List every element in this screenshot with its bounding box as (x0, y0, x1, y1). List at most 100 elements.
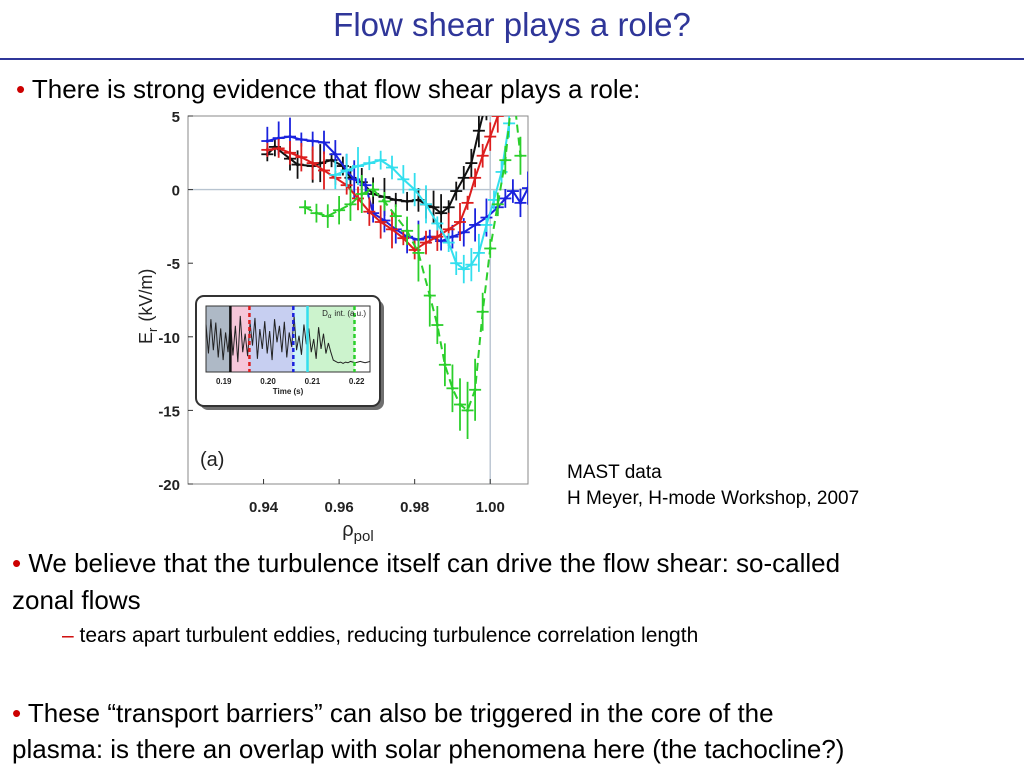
y-tick-label: 0 (172, 183, 180, 200)
data-point (450, 386, 455, 390)
data-point (435, 221, 439, 226)
data-series-group (261, 116, 528, 439)
data-point (363, 183, 368, 187)
bullet-3-text-line1: These “transport barriers” can also be t… (27, 698, 774, 728)
data-point (371, 188, 375, 192)
inset-plot-frame (205, 305, 371, 373)
data-point (492, 198, 496, 202)
data-point (424, 240, 428, 245)
data-point (333, 152, 337, 156)
data-point (458, 402, 462, 407)
x-tick-label: 0.96 (325, 499, 354, 516)
x-tick-label: 1.00 (476, 499, 505, 516)
data-point (299, 137, 303, 142)
data-point (413, 188, 417, 192)
data-point (379, 158, 383, 162)
data-point (345, 168, 349, 173)
y-tick-label: -20 (158, 477, 180, 494)
data-point (390, 227, 394, 231)
data-point (454, 189, 458, 193)
data-point (473, 176, 477, 180)
data-point (465, 408, 470, 412)
data-point (322, 140, 326, 145)
data-point (401, 236, 405, 240)
sub-bullet-text: tears apart turbulent eddies, reducing t… (79, 624, 699, 647)
data-point (458, 220, 462, 224)
data-point (379, 220, 383, 224)
data-point (473, 388, 477, 392)
credit-block: MAST data H Meyer, H-mode Workshop, 2007 (567, 460, 859, 512)
data-point (526, 186, 528, 190)
data-point (469, 263, 473, 267)
data-point (390, 165, 394, 170)
bullet-1-text: There is strong evidence that flow shear… (31, 74, 641, 104)
data-point (265, 148, 269, 152)
inset-trace (205, 315, 371, 364)
inset-title-subscript: α (328, 314, 332, 320)
data-point (318, 161, 322, 165)
data-point (447, 240, 451, 245)
dash-marker: – (62, 624, 74, 647)
slide-title: Flow shear plays a role? (333, 6, 691, 43)
data-point (473, 223, 477, 227)
data-point (314, 211, 319, 215)
x-axis-label-subscript: pol (354, 528, 374, 545)
data-point (511, 189, 515, 193)
inset-x-axis-label: Time (s) (273, 387, 304, 396)
data-point (303, 205, 307, 209)
data-point (447, 205, 451, 209)
data-point (288, 151, 292, 155)
data-point (311, 161, 315, 165)
data-point (405, 229, 409, 233)
data-point (295, 162, 300, 167)
data-point (277, 146, 281, 150)
data-point (401, 177, 405, 181)
data-point (405, 199, 409, 203)
data-point (367, 210, 371, 214)
credit-source: MAST data (567, 462, 662, 483)
data-point (439, 211, 443, 215)
y-tick-label: -5 (167, 256, 180, 273)
y-axis-label: Er(kV/m) (136, 269, 160, 344)
inset-band (293, 306, 308, 372)
y-axis-label-unit: (kV/m) (136, 269, 156, 322)
data-point (450, 235, 455, 239)
data-point (431, 205, 436, 209)
bullet-2-continued: zonal flows (12, 585, 141, 615)
data-point (518, 201, 523, 205)
bullet-3-continued: plasma: is there an overlap with solar p… (12, 734, 845, 764)
data-point (488, 135, 492, 139)
bullet-marker: • (12, 548, 22, 578)
credit-citation: H Meyer, H-mode Workshop, 2007 (567, 488, 860, 509)
x-axis-label: ρpol (342, 519, 373, 545)
data-point (428, 235, 432, 239)
bullet-2-text-line1: We believe that the turbulence itself ca… (28, 548, 841, 578)
inset-band (307, 306, 355, 372)
data-point (356, 164, 360, 168)
data-point (503, 196, 507, 201)
data-point (435, 323, 439, 327)
data-point (484, 223, 489, 227)
sub-bullet: – tears apart turbulent eddies, reducing… (62, 624, 698, 648)
data-point (326, 214, 330, 218)
data-point (488, 246, 492, 251)
data-point (333, 173, 337, 177)
data-point (447, 227, 451, 231)
data-point (277, 136, 281, 140)
bullet-3: • These “transport barriers” can also be… (12, 698, 774, 729)
data-point (477, 129, 481, 133)
bullet-marker: • (16, 74, 26, 104)
data-point (518, 154, 523, 158)
data-point (311, 139, 315, 143)
inset-band (230, 306, 250, 372)
data-point (352, 177, 356, 181)
data-point (496, 202, 500, 206)
data-point (394, 198, 398, 202)
panel-label: (a) (200, 449, 224, 471)
bullet-marker: • (12, 698, 22, 728)
x-tick-label: 0.94 (249, 499, 279, 516)
inset-x-tick-label: 0.19 (216, 377, 232, 386)
bullet-2: • We believe that the turbulence itself … (12, 548, 840, 579)
data-point (443, 363, 447, 367)
data-point (496, 116, 500, 118)
